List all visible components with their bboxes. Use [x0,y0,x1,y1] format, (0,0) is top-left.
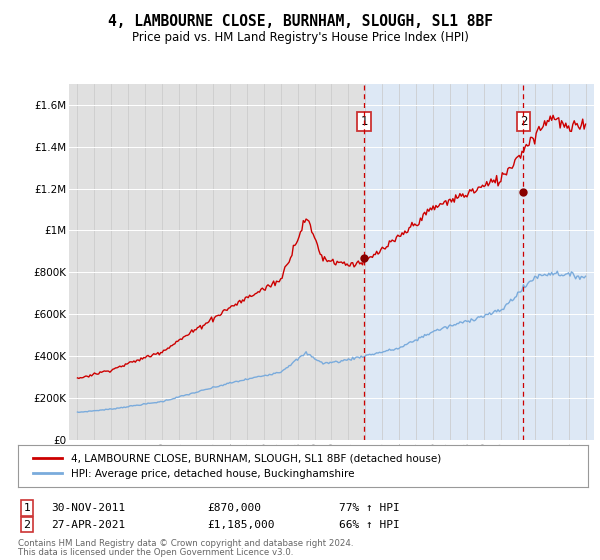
Text: 1: 1 [23,503,31,513]
Bar [364,84,594,440]
Text: Contains HM Land Registry data © Crown copyright and database right 2024.: Contains HM Land Registry data © Crown c… [18,539,353,548]
Text: 4, LAMBOURNE CLOSE, BURNHAM, SLOUGH, SL1 8BF: 4, LAMBOURNE CLOSE, BURNHAM, SLOUGH, SL1… [107,14,493,29]
Text: 1: 1 [360,115,368,128]
Legend: 4, LAMBOURNE CLOSE, BURNHAM, SLOUGH, SL1 8BF (detached house), HPI: Average pric: 4, LAMBOURNE CLOSE, BURNHAM, SLOUGH, SL1… [29,450,445,483]
Text: Price paid vs. HM Land Registry's House Price Index (HPI): Price paid vs. HM Land Registry's House … [131,31,469,44]
Text: 27-APR-2021: 27-APR-2021 [51,520,125,530]
Text: 66% ↑ HPI: 66% ↑ HPI [339,520,400,530]
Text: 2: 2 [23,520,31,530]
Text: This data is licensed under the Open Government Licence v3.0.: This data is licensed under the Open Gov… [18,548,293,557]
Text: £870,000: £870,000 [207,503,261,513]
Text: 2: 2 [520,115,527,128]
Text: £1,185,000: £1,185,000 [207,520,275,530]
Text: 30-NOV-2011: 30-NOV-2011 [51,503,125,513]
Text: 77% ↑ HPI: 77% ↑ HPI [339,503,400,513]
Bar [69,84,364,440]
